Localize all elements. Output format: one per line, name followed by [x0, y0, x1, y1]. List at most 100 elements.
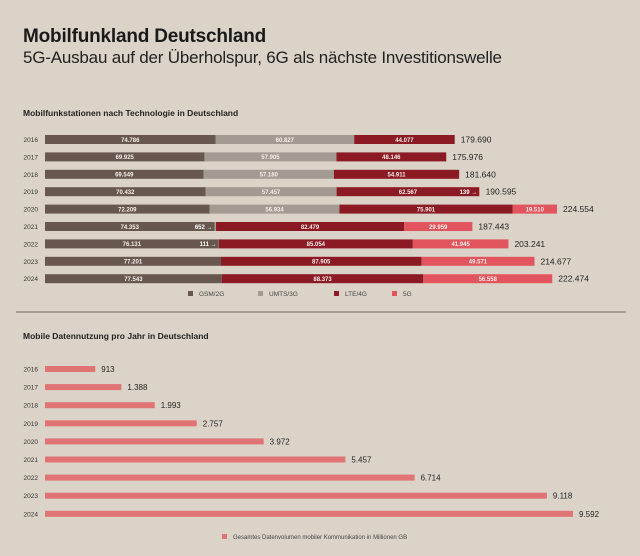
year-label: 2024	[24, 511, 39, 518]
bar-segment-umts3g	[214, 222, 217, 231]
bar-segment-gsm2g	[45, 222, 215, 231]
data-volume-bar	[45, 420, 197, 427]
year-label: 2018	[24, 172, 39, 179]
data-volume-bar	[45, 456, 346, 463]
segment-label: 57.457	[262, 190, 281, 196]
bar-segment-lte4g	[336, 187, 480, 197]
bar-segment-umts3g	[203, 169, 334, 179]
segment-label: 74.786	[121, 138, 140, 144]
year-label: 2017	[24, 385, 39, 392]
value-label: 913	[101, 365, 115, 374]
data-volume-bar	[45, 402, 155, 409]
bar-segment-gsm2g	[45, 152, 205, 162]
bar-segment-umts3g	[209, 204, 340, 214]
data-volume-bar	[45, 474, 415, 481]
segment-label: 56.558	[479, 277, 498, 283]
year-label: 2016	[24, 367, 39, 374]
segment-label: 48.146	[382, 155, 401, 161]
value-label: 1.388	[127, 383, 148, 392]
bar-segment-umts3g	[204, 152, 337, 162]
legend-swatch	[392, 291, 397, 296]
data-volume-bar	[45, 438, 264, 445]
year-label: 2017	[24, 154, 39, 161]
segment-label: 19.510	[526, 207, 545, 213]
year-label: 2023	[24, 259, 39, 266]
year-label: 2020	[24, 439, 39, 446]
legend-swatch	[222, 534, 227, 539]
stations-chart: 2016 74.786 60.827 44.077 179.690 2017 69.925 5…	[24, 135, 594, 299]
segment-label: 70.432	[116, 190, 135, 196]
year-label: 2019	[24, 421, 39, 428]
year-label: 2021	[24, 457, 39, 464]
total-label: 179.690	[461, 135, 492, 145]
total-label: 222.474	[558, 274, 589, 284]
segment-label: 41.945	[451, 242, 470, 248]
segment-label: 77.201	[124, 260, 143, 266]
segment-label: 72.209	[118, 207, 137, 213]
bar-segment-gsm2g	[45, 239, 219, 249]
year-label: 2019	[24, 189, 39, 196]
data-volume-bar	[45, 384, 122, 391]
legend-label: GSM/2G	[199, 291, 224, 298]
segment-label: 62.567	[399, 190, 418, 196]
bar-segment-lte4g	[221, 256, 422, 266]
bar-segment-lte4g	[354, 135, 455, 144]
total-label: 214.677	[540, 256, 571, 266]
bar-segment-lte4g	[218, 239, 413, 249]
bar-segment-5g	[421, 256, 535, 266]
total-label: 203.241	[514, 239, 545, 249]
segment-label: 85.054	[307, 242, 326, 248]
bar-segment-umts3g	[205, 187, 337, 197]
stations-chart-title: Mobilfunkstationen nach Technologie in D…	[23, 108, 239, 118]
year-label: 2020	[24, 207, 39, 214]
bar-segment-gsm2g	[45, 274, 222, 284]
bar-segment-lte4g	[216, 222, 405, 231]
bar-segment-gsm2g	[45, 169, 204, 179]
segment-label: 44.077	[395, 138, 414, 144]
value-label: 6.714	[421, 474, 442, 483]
page-subtitle: 5G-Ausbau auf der Überholspur, 6G als nä…	[23, 48, 502, 67]
data-volume-bar	[45, 366, 96, 372]
segment-label: 111 →	[200, 242, 217, 248]
year-label: 2022	[24, 475, 39, 482]
bar-segment-5g	[412, 239, 509, 249]
segment-label: 57.180	[260, 173, 279, 179]
value-label: 2.757	[203, 419, 224, 428]
total-label: 187.443	[478, 222, 509, 232]
segment-label: 75.901	[417, 207, 436, 213]
bar-segment-5g	[423, 274, 553, 284]
bar-segment-lte4g	[336, 152, 447, 162]
segment-label: 87.905	[312, 260, 331, 266]
year-label: 2021	[24, 224, 39, 231]
bar-segment-gsm2g	[45, 204, 210, 214]
segment-label: 49.571	[469, 260, 488, 266]
total-label: 181.640	[465, 169, 496, 179]
legend-label: Gesamtes Datenvolumen mobiler Kommunikat…	[233, 535, 407, 541]
segment-label: 76.131	[123, 242, 142, 248]
total-label: 190.595	[486, 187, 517, 197]
segment-label: 77.543	[124, 277, 143, 283]
year-label: 2016	[24, 137, 39, 144]
bar-segment-gsm2g	[45, 135, 216, 144]
value-label: 3.972	[270, 437, 291, 446]
legend-swatch	[258, 291, 263, 296]
segment-label: 57.905	[261, 155, 280, 161]
year-label: 2018	[24, 403, 39, 410]
section-divider	[16, 311, 626, 313]
data-volume-bar	[45, 510, 573, 517]
segment-label: 652 →	[195, 225, 213, 231]
bar-segment-5g	[404, 222, 473, 231]
page-title: Mobilfunkland Deutschland	[23, 26, 267, 47]
legend-swatch	[188, 291, 193, 296]
segment-label: 54.911	[388, 173, 407, 179]
bar-segment-gsm2g	[45, 187, 206, 197]
segment-label: 82.479	[301, 225, 320, 231]
year-label: 2023	[24, 493, 39, 500]
value-label: 9.118	[553, 492, 573, 501]
segment-label: 88.373	[313, 277, 332, 283]
bar-segment-lte4g	[333, 169, 460, 179]
value-label: 5.457	[351, 456, 372, 465]
segment-label: 69.925	[116, 155, 135, 161]
data-usage-chart-title: Mobile Datennutzung pro Jahr in Deutschl…	[23, 331, 209, 341]
